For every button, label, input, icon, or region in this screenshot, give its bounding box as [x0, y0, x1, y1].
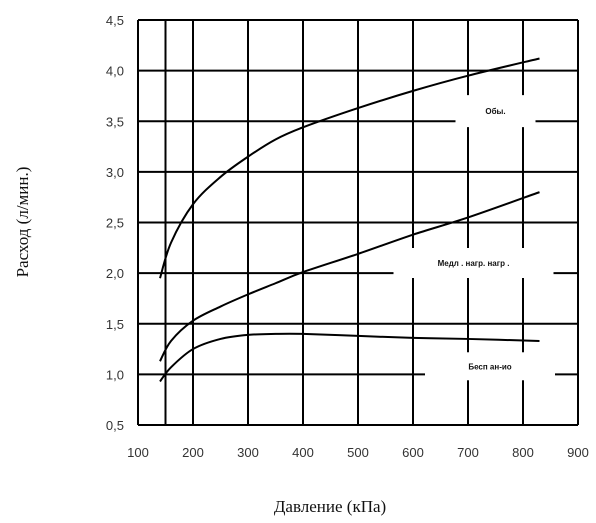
annotations: Обы. Медл . нагр. нагр . Бесп ан-ио — [438, 107, 512, 371]
x-tick-label: 600 — [402, 445, 424, 460]
series-line-1 — [159, 57, 540, 279]
x-tick-label: 900 — [567, 445, 589, 460]
y-tick-label: 3,0 — [106, 165, 124, 180]
y-tick-label: 4,5 — [106, 13, 124, 28]
y-tick-labels: 0,5 1,0 1,5 2,0 2,5 3,0 3,5 4,0 4,5 — [106, 13, 124, 433]
y-axis-title: Расход (л/мин.) — [13, 167, 32, 278]
y-tick-label: 2,5 — [106, 216, 124, 231]
x-tick-label: 800 — [512, 445, 534, 460]
x-tick-label: 400 — [292, 445, 314, 460]
x-tick-labels: 100 200 300 400 500 600 700 800 900 — [127, 445, 589, 460]
annotation-background — [425, 352, 555, 381]
series-annotation-2: Медл . нагр. нагр . — [438, 259, 510, 268]
annotation-background — [393, 248, 554, 278]
series-line-3 — [159, 332, 540, 383]
x-tick-label: 100 — [127, 445, 149, 460]
series-line-2 — [159, 191, 540, 362]
x-tick-label: 300 — [237, 445, 259, 460]
x-tick-label: 700 — [457, 445, 479, 460]
y-tick-label: 0,5 — [106, 418, 124, 433]
x-axis-title: Давление (кПа) — [274, 497, 386, 516]
series-group — [159, 57, 540, 383]
series-annotation-3: Бесп ан-ио — [468, 362, 511, 371]
annotation-backgrounds — [393, 95, 555, 381]
y-tick-label: 2,0 — [106, 266, 124, 281]
x-tick-label: 500 — [347, 445, 369, 460]
y-tick-label: 1,0 — [106, 367, 124, 382]
y-tick-label: 1,5 — [106, 317, 124, 332]
grid — [137, 19, 579, 426]
y-tick-label: 4,0 — [106, 64, 124, 79]
annotation-background — [455, 95, 536, 128]
series-annotation-1: Обы. — [485, 107, 505, 116]
y-tick-label: 3,5 — [106, 114, 124, 129]
x-tick-label: 200 — [182, 445, 204, 460]
